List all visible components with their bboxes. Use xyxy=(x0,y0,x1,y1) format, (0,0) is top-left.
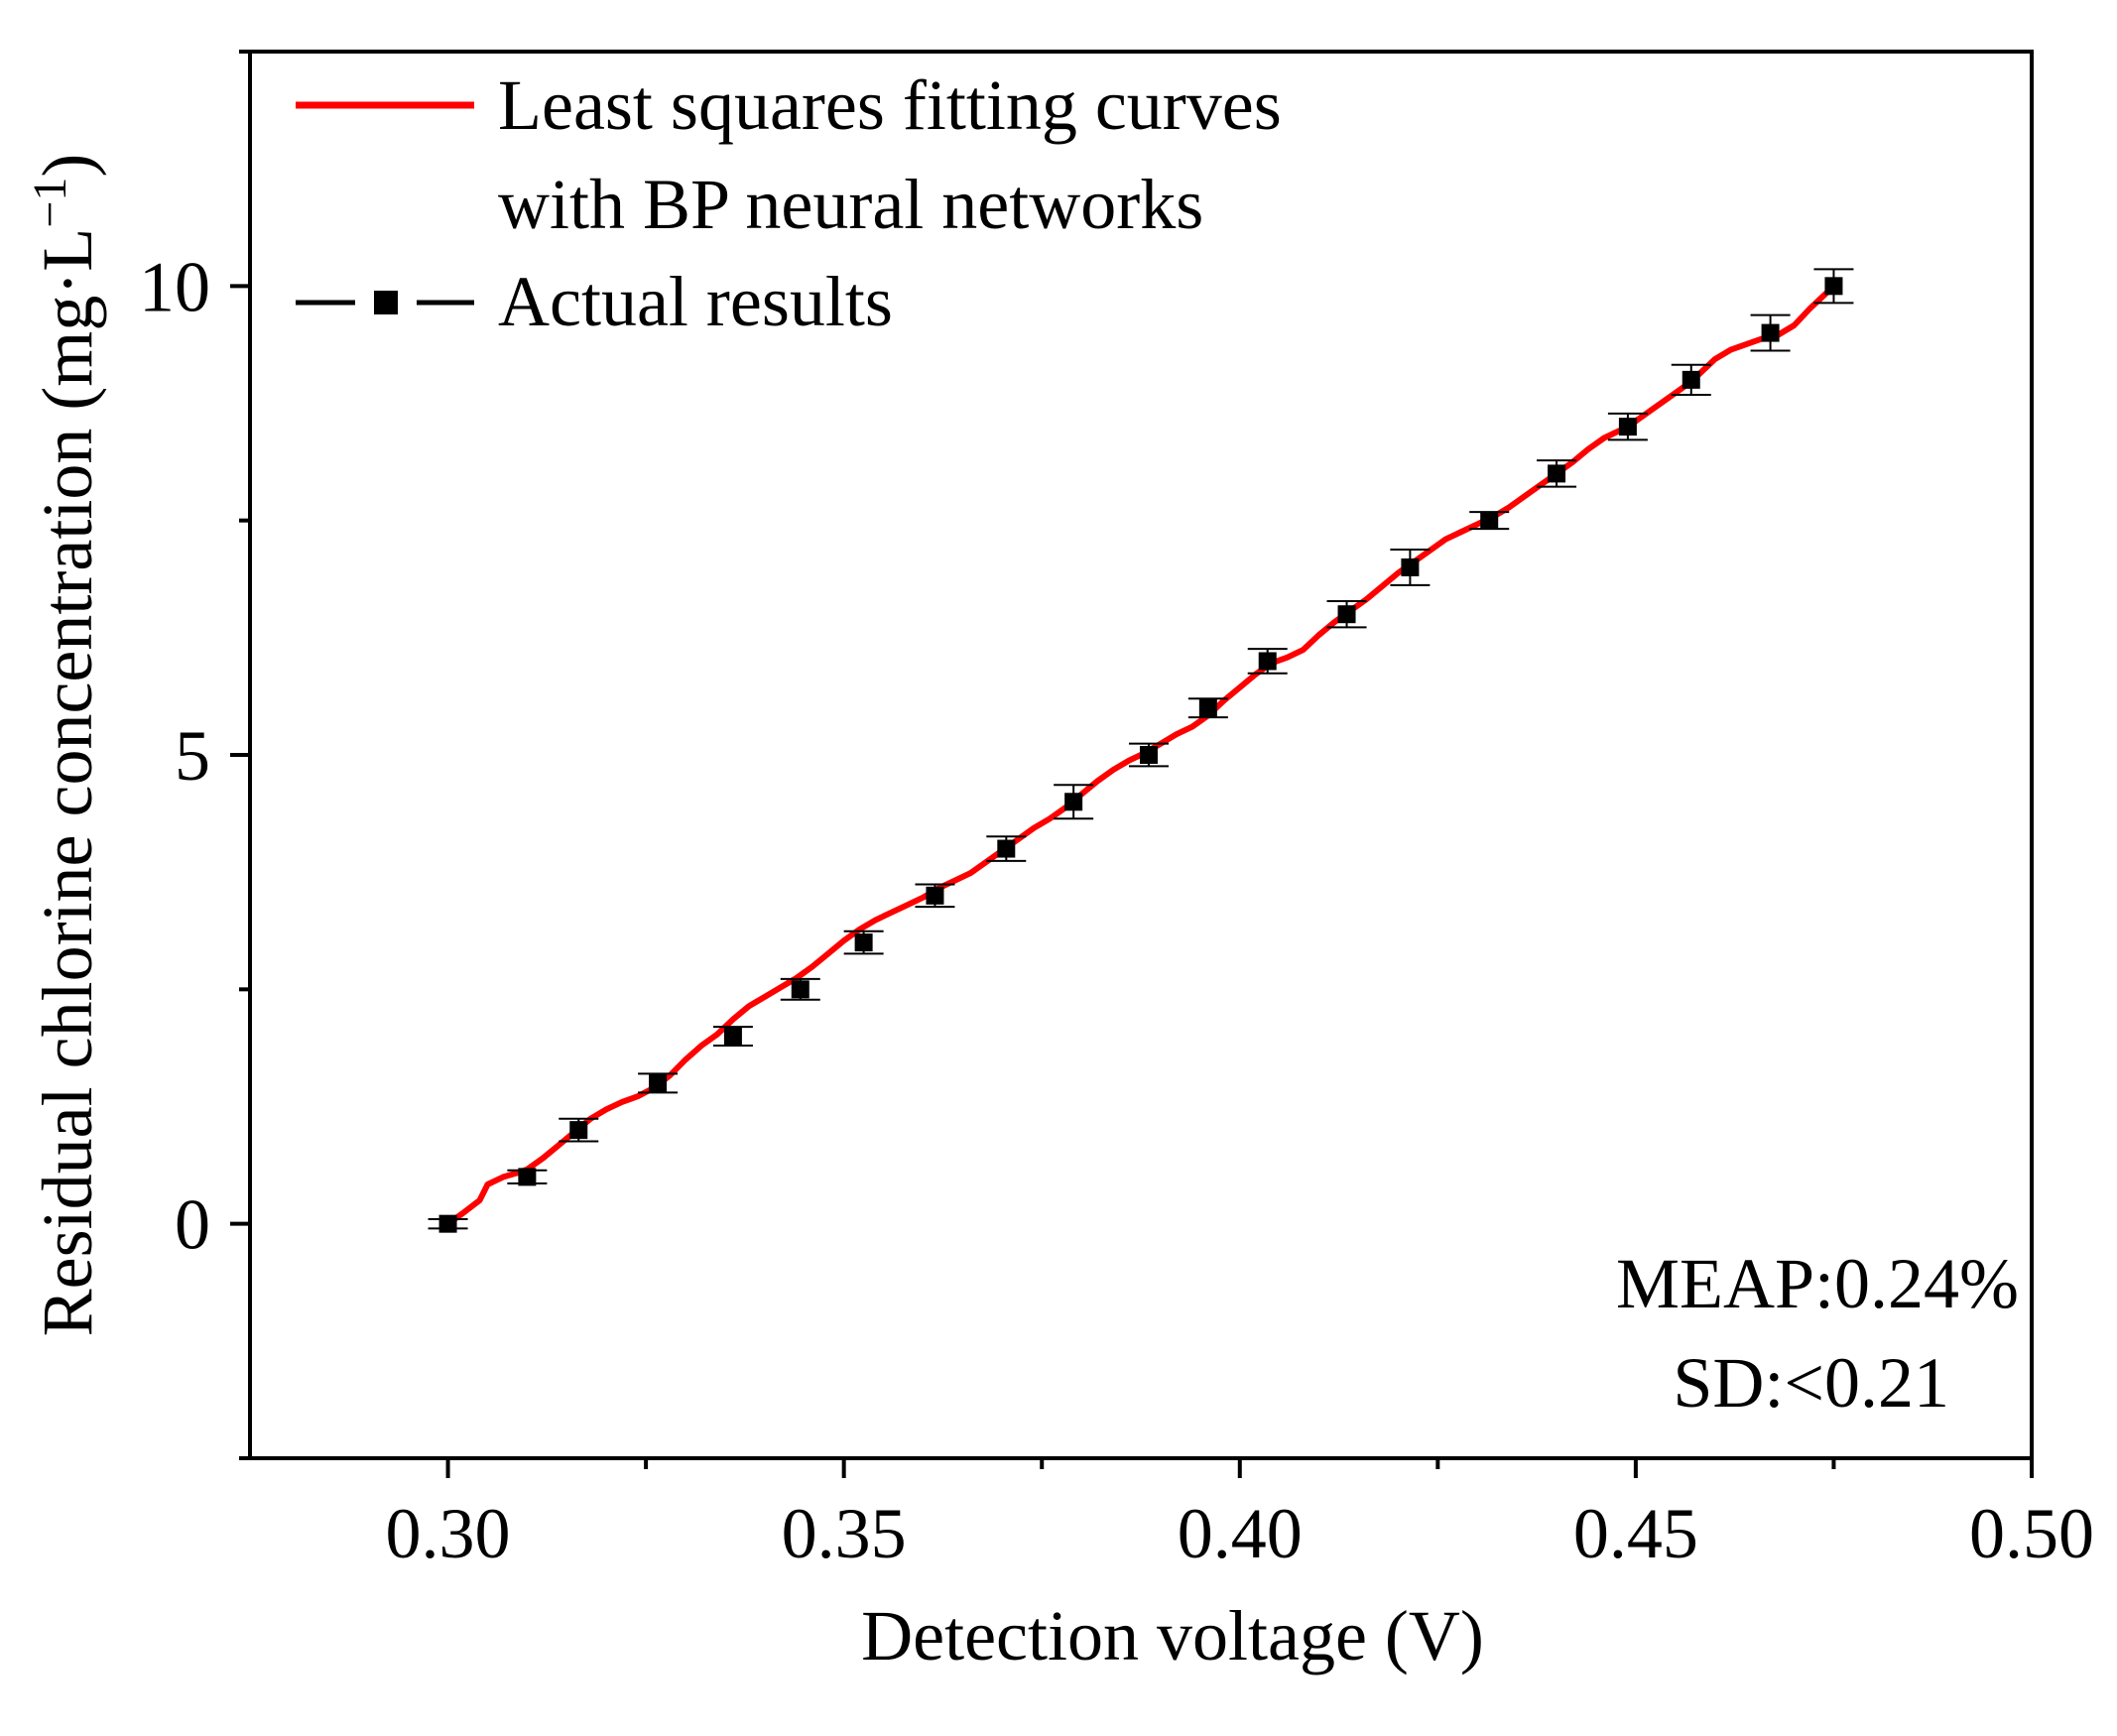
x-tick-label: 0.50 xyxy=(1969,1494,2094,1573)
x-tick-label: 0.40 xyxy=(1178,1494,1303,1573)
plot-frame xyxy=(248,50,2034,1460)
actual-result-marker xyxy=(791,980,809,999)
actual-result-marker xyxy=(649,1073,668,1092)
actual-result-point xyxy=(780,977,820,1001)
actual-result-point xyxy=(1326,599,1367,629)
meap-annotation: MEAP:0.24% xyxy=(1616,1244,2019,1323)
actual-result-point xyxy=(1469,511,1510,531)
actual-result-marker xyxy=(1618,418,1637,436)
actual-result-point xyxy=(1187,697,1228,719)
actual-result-marker xyxy=(438,1214,457,1233)
actual-result-point xyxy=(1247,648,1288,675)
x-tick-label: 0.30 xyxy=(386,1494,511,1573)
actual-result-point xyxy=(1671,363,1711,396)
actual-result-marker xyxy=(1064,793,1083,811)
actual-result-marker xyxy=(1401,558,1420,576)
legend-actual-marker xyxy=(374,291,398,314)
actual-result-point xyxy=(1128,742,1169,768)
actual-result-point xyxy=(559,1117,599,1143)
legend: Least squares fitting curves with BP neu… xyxy=(296,65,1282,341)
actual-result-point xyxy=(507,1168,548,1186)
actual-result-point xyxy=(428,1214,468,1233)
y-axis-title-main: Residual chlorine concentration (mg·L xyxy=(28,228,107,1337)
axis-tick-labels: 0.30 0.35 0.40 0.45 0.50 0 5 10 xyxy=(139,247,2094,1573)
actual-result-marker xyxy=(518,1168,537,1186)
actual-result-point xyxy=(1390,548,1431,586)
actual-result-marker xyxy=(1548,464,1566,483)
actual-result-point xyxy=(915,883,955,909)
x-tick-label: 0.35 xyxy=(782,1494,907,1573)
y-tick-label: 0 xyxy=(175,1185,210,1265)
actual-result-marker xyxy=(854,933,873,952)
y-axis-title-superscript: −1 xyxy=(24,178,76,228)
actual-result-point xyxy=(1537,459,1577,488)
y-tick-label: 10 xyxy=(139,247,210,326)
actual-result-marker xyxy=(569,1121,588,1140)
x-tick-label: 0.45 xyxy=(1573,1494,1698,1573)
legend-actual-swatch xyxy=(296,291,474,314)
actual-result-marker xyxy=(997,839,1016,858)
actual-result-point xyxy=(1813,268,1854,305)
y-tick-label: 5 xyxy=(175,716,210,796)
legend-fit-label-line2: with BP neural networks xyxy=(498,165,1203,244)
actual-result-marker xyxy=(1139,746,1158,764)
actual-result-marker xyxy=(1824,277,1843,296)
actual-result-point xyxy=(1054,784,1094,820)
actual-result-point xyxy=(712,1026,753,1048)
y-axis-title-close: ) xyxy=(28,154,107,178)
legend-actual-label: Actual results xyxy=(498,262,893,341)
actual-result-marker xyxy=(1337,605,1356,624)
actual-result-point xyxy=(1607,412,1648,441)
actual-result-marker xyxy=(1761,323,1780,342)
actual-result-marker xyxy=(1198,698,1217,717)
actual-result-point xyxy=(1750,313,1791,352)
fit-curve-line xyxy=(444,283,1837,1227)
actual-result-marker xyxy=(723,1027,742,1046)
actual-result-marker xyxy=(1480,511,1499,530)
actual-result-marker xyxy=(1258,652,1277,671)
actual-result-point xyxy=(638,1072,679,1094)
series-layer xyxy=(428,268,1854,1233)
legend-fit-label-line1: Least squares fitting curves xyxy=(498,65,1282,145)
sd-annotation: SD:<0.21 xyxy=(1673,1343,1949,1423)
y-axis-title: Residual chlorine concentration (mg·L−1) xyxy=(24,154,108,1337)
actual-result-point xyxy=(986,835,1027,862)
actual-result-marker xyxy=(926,886,944,905)
actual-result-marker xyxy=(1681,370,1700,389)
x-axis-title: Detection voltage (V) xyxy=(861,1596,1484,1675)
actual-result-point xyxy=(843,930,884,955)
